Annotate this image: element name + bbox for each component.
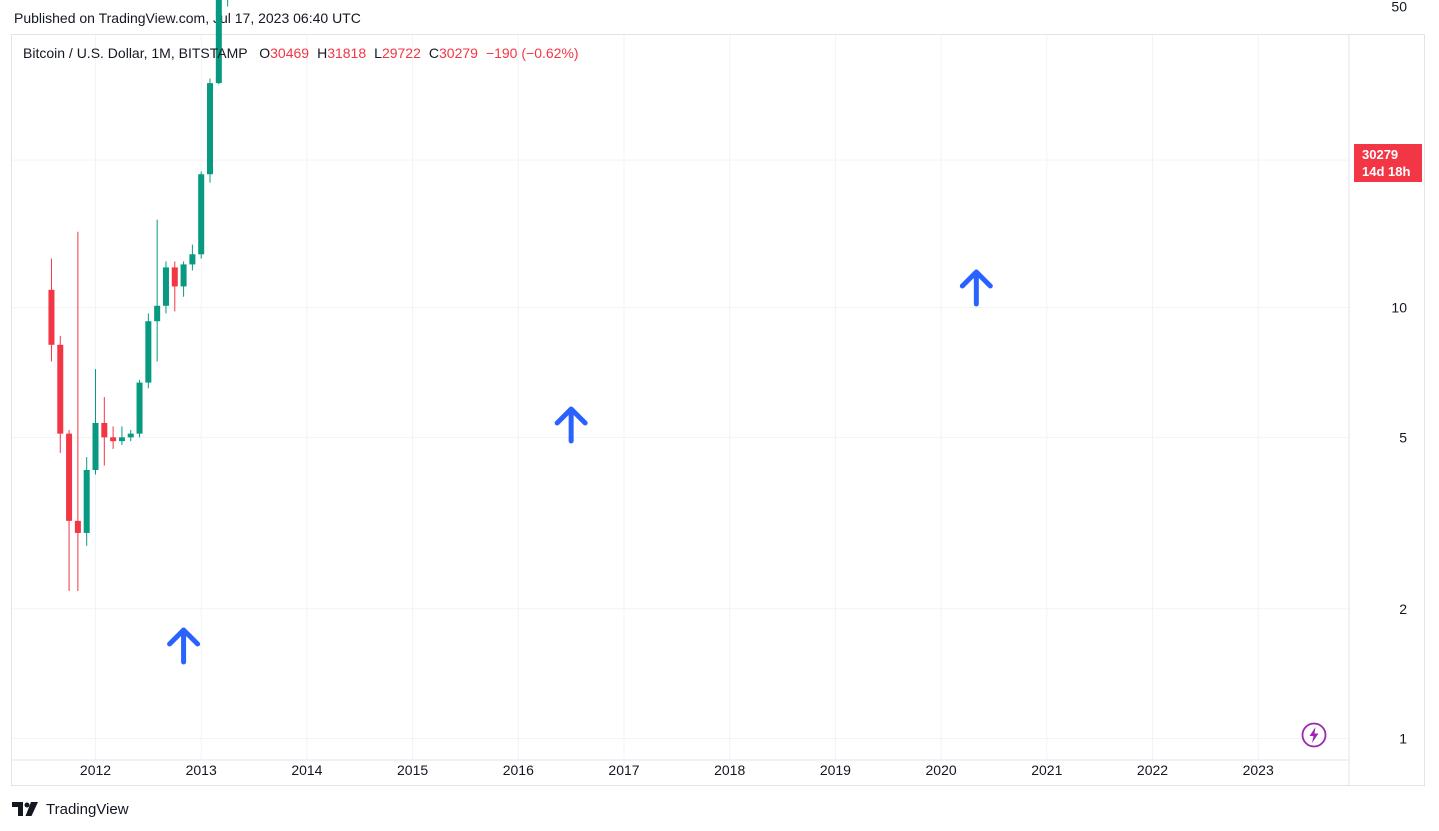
- symbol-name: Bitcoin / U.S. Dollar, 1M, BITSTAMP: [23, 45, 248, 61]
- x-tick-label: 2022: [1137, 762, 1168, 778]
- x-tick-label: 2013: [186, 762, 217, 778]
- close-label: C: [428, 45, 439, 61]
- y-tick-label: 2: [1399, 601, 1407, 617]
- x-tick-label: 2021: [1031, 762, 1062, 778]
- x-tick-label: 2018: [714, 762, 745, 778]
- x-tick-label: 2015: [397, 762, 428, 778]
- footer-brand: TradingView: [46, 800, 129, 818]
- candle-body: [101, 422, 108, 438]
- y-tick-label: 10: [1391, 300, 1407, 316]
- candle-body: [83, 469, 90, 533]
- candle-body: [118, 437, 125, 442]
- candle-body: [171, 267, 178, 287]
- candle-body: [145, 321, 152, 383]
- published-caption: Published on TradingView.com, Jul 17, 20…: [14, 10, 361, 26]
- x-tick-label: 2017: [608, 762, 639, 778]
- candle-body: [74, 520, 81, 533]
- x-tick-label: 2020: [926, 762, 957, 778]
- x-tick-label: 2012: [80, 762, 111, 778]
- x-tick-label: 2023: [1243, 762, 1274, 778]
- y-tick-label: 1: [1399, 731, 1407, 747]
- candle-body: [48, 289, 55, 345]
- open-value: 30469: [270, 45, 310, 61]
- arrow-up-icon: [167, 627, 201, 665]
- candle-body: [162, 267, 169, 306]
- candle-body: [92, 422, 99, 470]
- arrow-up-icon: [959, 269, 993, 307]
- chart-frame: [11, 34, 1425, 786]
- arrow-up-icon: [554, 406, 588, 444]
- candle-body: [110, 437, 117, 442]
- candle-body: [215, 0, 222, 84]
- tradingview-logo-icon: [12, 802, 38, 816]
- last-price-value: 30279: [1362, 147, 1399, 162]
- x-tick-label: 2016: [503, 762, 534, 778]
- candle-body: [154, 305, 161, 322]
- footer: TradingView: [12, 799, 129, 819]
- x-tick-label: 2019: [820, 762, 851, 778]
- candle-body: [136, 382, 143, 434]
- high-value: 31818: [327, 45, 367, 61]
- candle-body: [180, 264, 187, 287]
- last-price-tag: 30279 14d 18h: [1354, 144, 1422, 182]
- lightning-icon[interactable]: [1301, 722, 1327, 748]
- y-tick-label: 5: [1399, 429, 1407, 445]
- y-tick-label: 50: [1391, 0, 1407, 14]
- x-tick-label: 2014: [291, 762, 322, 778]
- candle-body: [207, 83, 214, 175]
- candle-body: [127, 433, 134, 438]
- high-label: H: [317, 45, 328, 61]
- candle-body: [189, 254, 196, 265]
- candle-body: [66, 433, 73, 521]
- close-value: 30279: [439, 45, 478, 61]
- bar-countdown: 14d 18h: [1362, 164, 1411, 179]
- change-value: −190 (−0.62%): [485, 45, 579, 61]
- candle-body: [57, 344, 64, 434]
- low-value: 29722: [381, 45, 421, 61]
- candle-body: [198, 174, 205, 255]
- open-label: O: [259, 45, 271, 61]
- low-label: L: [374, 45, 382, 61]
- symbol-legend: Bitcoin / U.S. Dollar, 1M, BITSTAMP O304…: [23, 45, 579, 61]
